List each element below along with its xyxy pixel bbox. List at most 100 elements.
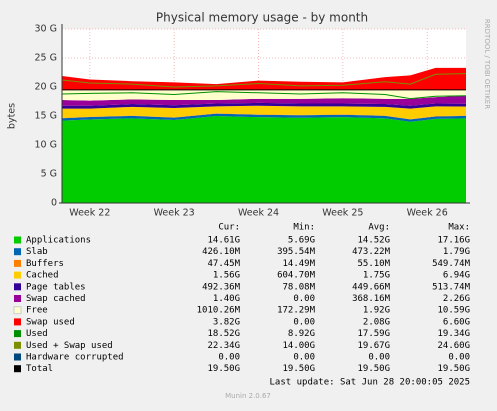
legend-stat: 0.00 [218, 353, 240, 363]
legend-stat: 0.00 [293, 317, 315, 327]
legend-label: Applications [26, 236, 91, 246]
legend-stat: 14.61G [207, 236, 240, 246]
legend-stat: 172.29M [277, 306, 316, 316]
legend-stat: 3.82G [213, 317, 240, 327]
legend-stat: 8.92G [288, 329, 315, 339]
stat-header: Cur: [218, 223, 240, 233]
legend-swatch [14, 341, 21, 349]
legend-stat: 0.00 [293, 294, 315, 304]
x-tick-label: Week 25 [322, 208, 363, 219]
legend-swatch [14, 353, 21, 361]
area [62, 105, 466, 120]
legend-stat: 19.50G [207, 364, 240, 374]
legend-stat: 1.92G [363, 306, 390, 316]
legend-label: Hardware corrupted [26, 353, 124, 363]
legend-stat: 1.40G [213, 294, 240, 304]
stat-header: Min: [293, 223, 315, 233]
legend-label: Page tables [26, 282, 86, 292]
y-tick-label: 25 G [35, 53, 57, 64]
y-axis-label: bytes [7, 103, 18, 129]
area [62, 102, 466, 109]
legend-stat: 549.74M [432, 259, 471, 269]
area [62, 113, 466, 122]
legend-swatch [14, 283, 21, 291]
side-text: RRDTOOL / TOBI OETIKER [483, 19, 491, 109]
legend-stat: 6.60G [443, 317, 470, 327]
legend-stat: 2.26G [443, 294, 470, 304]
legend-stat: 368.16M [352, 294, 391, 304]
x-tick-label: Week 26 [407, 208, 448, 219]
x-tick-label: Week 22 [69, 208, 110, 219]
legend-stat: 395.54M [277, 247, 316, 257]
legend-stat: 426.10M [202, 247, 241, 257]
legend-swatch [14, 259, 21, 267]
legend-stat: 513.74M [432, 282, 471, 292]
legend-stat: 1010.26M [197, 306, 241, 316]
legend-stat: 492.36M [202, 282, 241, 292]
y-tick-label: 30 G [35, 24, 57, 35]
x-tick-label: Week 24 [238, 208, 279, 219]
legend-label: Total [26, 364, 53, 374]
y-tick-label: 20 G [35, 82, 57, 93]
area [62, 95, 466, 106]
legend-stat: 449.66M [352, 282, 391, 292]
x-tick-label: Week 23 [154, 208, 195, 219]
y-tick-label: 0 [51, 198, 57, 209]
legend-label: Cached [26, 271, 59, 281]
legend-stat: 0.00 [293, 353, 315, 363]
legend-stat: 10.59G [437, 306, 470, 316]
stat-header: Max: [448, 223, 470, 233]
legend-swatch [13, 306, 22, 315]
legend-stat: 1.75G [363, 271, 390, 281]
legend-label: Slab [26, 247, 48, 257]
legend-label: Buffers [26, 259, 64, 269]
area [62, 89, 466, 101]
legend-stat: 0.00 [448, 353, 470, 363]
chart-title: Physical memory usage - by month [156, 11, 368, 25]
legend-swatch [14, 330, 21, 338]
legend-stat: 6.94G [443, 271, 470, 281]
legend-swatch [14, 318, 21, 326]
line [61, 73, 467, 88]
legend-stat: 19.50G [437, 364, 470, 374]
legend-label: Swap cached [26, 294, 86, 304]
legend-stat: 47.45M [207, 259, 240, 269]
legend-stat: 18.52G [207, 329, 240, 339]
legend-label: Used [26, 329, 48, 339]
legend-swatch [14, 248, 21, 256]
last-update: Last update: Sat Jun 28 20:00:05 2025 [270, 378, 470, 388]
legend-label: Free [26, 306, 48, 316]
footer: Munin 2.0.67 [225, 392, 271, 400]
legend-swatch [14, 271, 21, 279]
legend-stat: 17.59G [357, 329, 390, 339]
legend-stat: 473.22M [352, 247, 391, 257]
legend-stat: 55.10M [357, 259, 390, 269]
legend-stat: 0.00 [368, 353, 390, 363]
area [62, 67, 466, 90]
legend-stat: 14.49M [282, 259, 315, 269]
legend-stat: 1.56G [213, 271, 240, 281]
y-tick-label: 15 G [35, 111, 57, 122]
legend-stat: 19.67G [357, 341, 390, 351]
legend-stat: 2.08G [363, 317, 390, 327]
legend-swatch [14, 365, 21, 373]
legend-label: Used + Swap used [26, 341, 113, 351]
legend-stat: 14.00G [282, 341, 315, 351]
legend-stat: 19.50G [357, 364, 390, 374]
legend-label: Swap used [26, 317, 75, 327]
legend-stat: 17.16G [437, 236, 470, 246]
legend-stat: 19.34G [437, 329, 470, 339]
legend-stat: 24.60G [437, 341, 470, 351]
legend-stat: 78.08M [282, 282, 315, 292]
legend-swatch [14, 295, 21, 302]
y-tick-label: 10 G [35, 140, 57, 151]
area [62, 116, 466, 203]
legend-stat: 22.34G [207, 341, 240, 351]
legend-stat: 604.70M [277, 271, 316, 281]
legend-stat: 5.69G [288, 236, 315, 246]
legend-swatch [14, 236, 21, 244]
legend-stat: 1.79G [443, 247, 470, 257]
line [61, 91, 467, 100]
legend-stat: 14.52G [357, 236, 390, 246]
